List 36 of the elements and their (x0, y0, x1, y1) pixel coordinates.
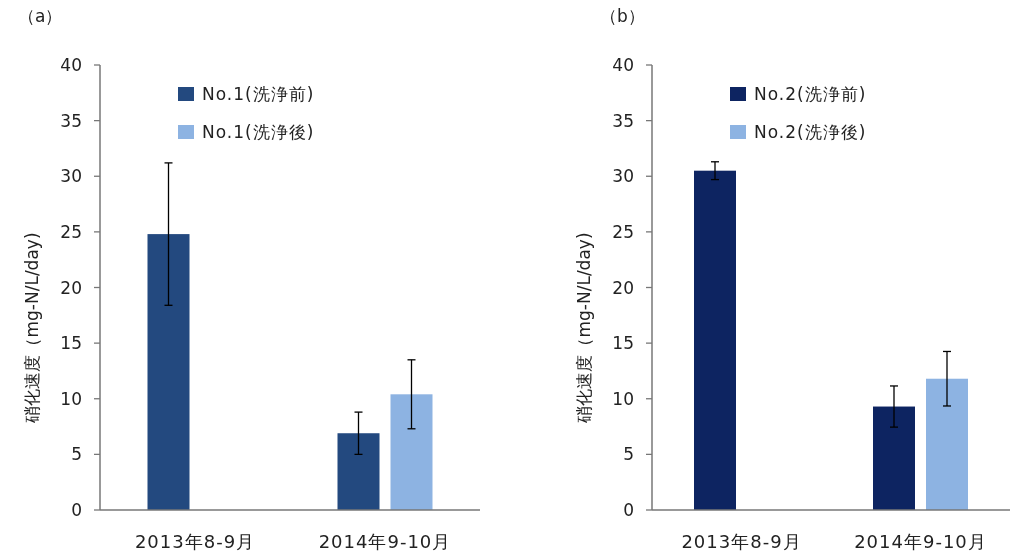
y-tick-label: 30 (612, 166, 634, 187)
bar (873, 406, 915, 510)
bar (390, 394, 433, 510)
y-axis-title: 硝化速度（mg-N/L/day) (574, 232, 594, 424)
y-tick-label: 5 (71, 444, 82, 465)
y-tick-label: 25 (612, 221, 634, 242)
y-tick-label: 25 (60, 221, 82, 242)
y-tick-label: 20 (60, 277, 82, 298)
y-tick-label: 5 (623, 444, 634, 465)
legend-label: No.2(洗浄前) (754, 84, 867, 104)
y-tick-label: 35 (612, 110, 634, 131)
y-tick-label: 40 (60, 55, 82, 75)
y-tick-label: 35 (60, 110, 82, 131)
y-tick-label: 30 (60, 166, 82, 187)
y-tick-label: 15 (612, 333, 634, 354)
x-tick-label: 2014年9-10月 (318, 531, 452, 552)
legend-label: No.2(洗浄後) (754, 122, 867, 142)
y-tick-label: 0 (623, 500, 634, 520)
y-tick-label: 20 (612, 277, 634, 298)
x-tick-label: 2013年8-9月 (681, 531, 802, 552)
y-tick-label: 10 (60, 388, 82, 409)
y-tick-label: 40 (612, 55, 634, 75)
x-tick-label: 2013年8-9月 (134, 531, 256, 552)
x-tick-label: 2014年9-10月 (854, 531, 987, 552)
chart-title: （b） (600, 6, 645, 26)
y-axis-title: 硝化速度（mg-N/L/day) (22, 232, 42, 424)
bar (147, 234, 190, 510)
chart-title: （a） (18, 6, 63, 26)
bar (926, 378, 968, 510)
y-tick-label: 10 (612, 388, 634, 409)
y-tick-label: 0 (71, 500, 82, 520)
legend-label: No.1(洗浄前) (202, 84, 315, 104)
bar (337, 433, 380, 510)
legend-label: No.1(洗浄後) (202, 122, 315, 142)
bar (694, 170, 736, 510)
y-tick-label: 15 (60, 333, 82, 354)
